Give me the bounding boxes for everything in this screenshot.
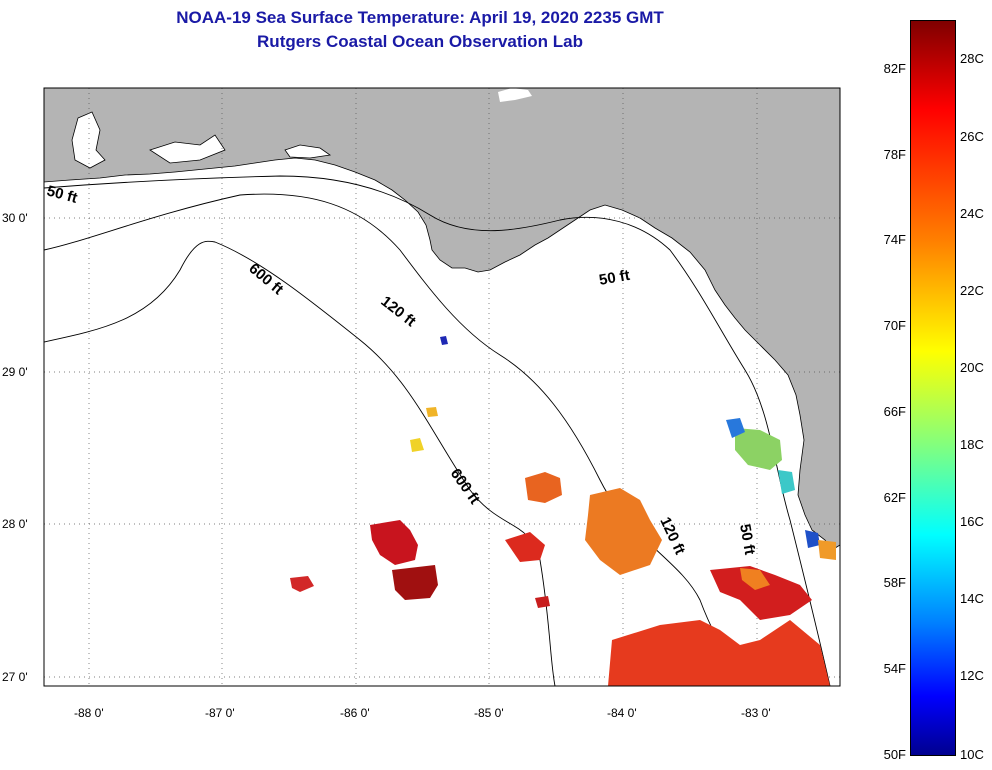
map-title: NOAA-19 Sea Surface Temperature: April 1… [176,8,664,27]
sst-patch-tiny-red [535,596,550,608]
cb-label-12c: 12C [960,668,984,683]
bay-choctawhatchee [149,134,226,164]
cb-label-14c: 14C [960,591,984,606]
sst-patches [290,336,836,686]
lon-label-88: -88 0' [74,706,104,720]
lon-label-85: -85 0' [474,706,504,720]
lake-white [498,88,532,102]
lat-label-29: 29 0' [2,365,28,379]
land-mass [43,87,841,551]
sst-patch-yellow [410,438,424,452]
sst-patch-southeast-orange [740,568,770,590]
sst-patch-southeast-red [710,566,812,620]
cb-label-28c: 28C [960,51,984,66]
map-subtitle: Rutgers Coastal Ocean Observation Lab [257,32,583,51]
sst-patch-shelf-orange [585,488,662,575]
cb-label-82f: 82F [883,61,906,76]
sst-patch-small [290,576,314,592]
cb-label-66f: 66F [883,404,906,419]
lon-label-84: -84 0' [607,706,637,720]
lon-label-87: -87 0' [205,706,235,720]
lat-label-27: 27 0' [2,670,28,684]
cb-label-16c: 16C [960,514,984,529]
sst-patch-mid-orange [525,472,562,503]
lon-label-86: -86 0' [340,706,370,720]
lon-label-83: -83 0' [741,706,771,720]
sst-patch-coastal-blue [726,418,745,438]
sst-patch-central-red [505,532,545,562]
contour-120ft [43,193,746,687]
color-scale-bar [910,20,956,756]
cb-label-20c: 20C [960,360,984,375]
lat-label-30: 30 0' [2,211,28,225]
cb-label-26c: 26C [960,129,984,144]
sst-patch-yellow2 [426,407,438,417]
cb-label-10c: 10C [960,747,984,762]
cb-label-22c: 22C [960,283,984,298]
cb-label-24c: 24C [960,206,984,221]
contour-label-50ft-south: 50 ft [736,523,758,556]
sst-patch-west-red [370,520,418,565]
contour-label-50ft-east: 50 ft [598,267,631,289]
cb-label-78f: 78F [883,147,906,162]
map-frame [43,87,841,687]
cb-label-50f: 50F [883,747,906,762]
sst-patch-orange-small [818,540,836,560]
sst-patch-west-dark [392,565,438,600]
cb-label-54f: 54F [883,661,906,676]
cb-label-58f: 58F [883,575,906,590]
cb-label-62f: 62F [883,490,906,505]
cb-label-74f: 74F [883,232,906,247]
sst-patch-blue-dot [440,336,448,345]
bay-st-andrews [284,144,332,159]
cb-label-18c: 18C [960,437,984,452]
cb-label-70f: 70F [883,318,906,333]
bay-pensacola [71,111,106,169]
sst-patch-coastal-blue2 [805,530,820,548]
sst-patch-south-red [608,620,830,686]
contour-50ft [43,175,831,687]
lat-label-28: 28 0' [2,517,28,531]
sst-patch-coastal-cyan [778,470,795,494]
sst-patch-coastal-cool [735,428,782,470]
